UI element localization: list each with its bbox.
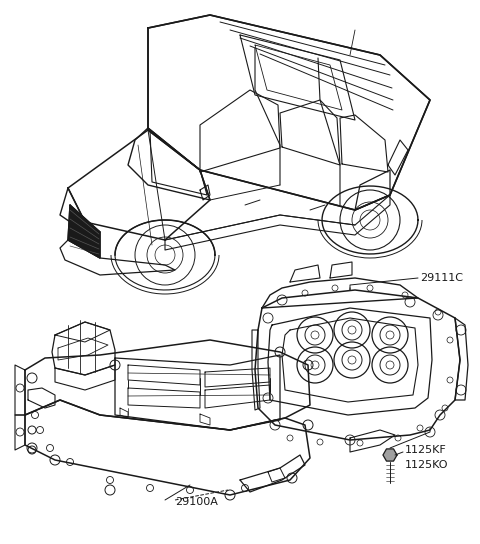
Text: 29111C: 29111C xyxy=(420,273,463,283)
Text: 1125KF: 1125KF xyxy=(405,445,447,455)
Text: 29100A: 29100A xyxy=(175,497,218,507)
Polygon shape xyxy=(68,205,100,258)
Text: 1125KO: 1125KO xyxy=(405,460,448,470)
Polygon shape xyxy=(383,449,397,461)
